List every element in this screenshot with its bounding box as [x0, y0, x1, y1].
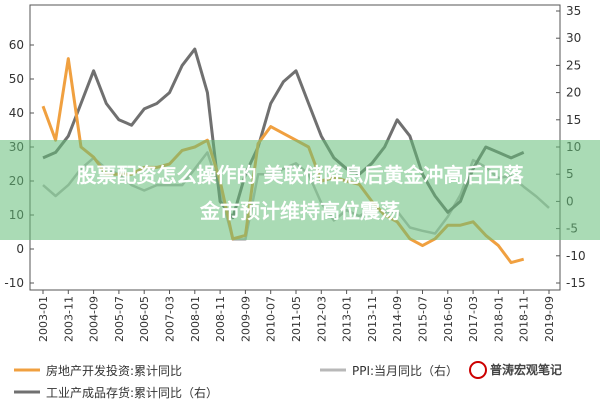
x-tick-label: 2007-03 [164, 296, 177, 342]
legend-label: 工业产成品存货:累计同比（右） [46, 385, 218, 400]
x-tick-label: 2013-11 [366, 296, 379, 342]
legend-label: 房地产开发投资:累计同比 [46, 363, 182, 378]
x-tick-label: 2012-03 [315, 296, 328, 342]
banner-line: 股票配资怎么操作的 美联储降息后黄金冲高后回落 [77, 163, 525, 187]
x-tick-label: 2011-05 [290, 296, 303, 342]
x-tick-label: 2018-01 [492, 296, 505, 342]
x-tick-label: 2010-07 [265, 296, 278, 342]
x-tick-label: 2008-11 [214, 296, 227, 342]
y2-tick-label: 25 [566, 58, 581, 72]
y2-tick-label: 15 [566, 113, 581, 127]
x-tick-label: 2006-05 [138, 296, 151, 342]
x-tick-label: 2003-11 [62, 296, 75, 342]
watermark: 普涛宏观笔记 [490, 362, 562, 377]
x-tick-label: 2017-03 [467, 296, 480, 342]
y2-tick-label: 20 [566, 86, 581, 100]
legend-label: PPI:当月同比（右） [352, 363, 458, 378]
x-tick-label: 2003-01 [37, 296, 50, 342]
y-tick-label: -10 [4, 276, 24, 290]
x-tick-label: 2008-01 [189, 296, 202, 342]
banner-line: 金市预计维持高位震荡 [199, 199, 400, 223]
x-tick-label: 2005-07 [113, 296, 126, 342]
x-tick-label: 2018-11 [518, 296, 531, 342]
x-tick-label: 2014-09 [391, 296, 404, 342]
y-tick-label: 40 [9, 106, 24, 120]
y-tick-label: 60 [9, 38, 24, 52]
x-tick-label: 2015-07 [417, 296, 430, 342]
x-tick-label: 2013-01 [341, 296, 354, 342]
x-tick-label: 2016-05 [442, 296, 455, 342]
y-tick-label: 50 [9, 72, 24, 86]
banner-band [0, 140, 600, 240]
y-tick-label: 0 [16, 242, 24, 256]
y2-tick-label: 30 [566, 31, 581, 45]
x-tick-label: 2019-09 [543, 296, 556, 342]
y2-tick-label: 35 [566, 4, 581, 18]
x-tick-label: 2004-09 [88, 296, 101, 342]
y2-tick-label: -15 [566, 276, 586, 290]
x-tick-label: 2009-09 [239, 296, 252, 342]
y2-tick-label: -10 [566, 249, 586, 263]
watermark-icon [469, 361, 487, 379]
